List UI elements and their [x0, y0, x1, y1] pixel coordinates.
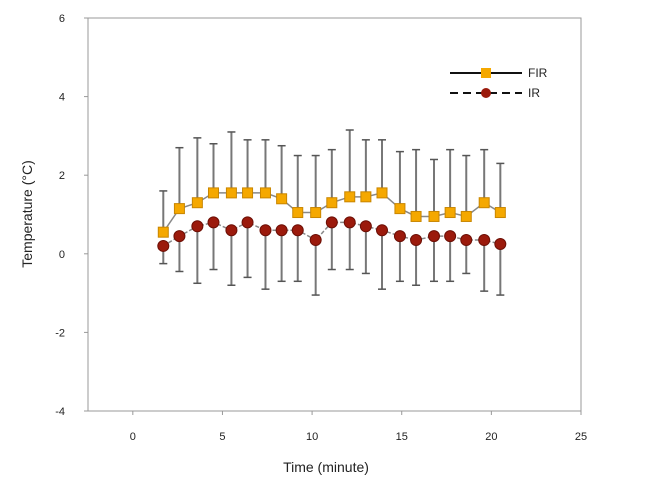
data-point-fir	[460, 210, 472, 222]
data-point-ir	[207, 216, 220, 229]
data-point-fir	[207, 187, 219, 199]
data-point-ir	[343, 216, 356, 229]
legend-label-ir: IR	[528, 86, 540, 100]
data-point-fir	[310, 207, 322, 219]
x-tick-label: 5	[219, 431, 225, 443]
plot-frame	[87, 17, 582, 412]
x-tick-label: 10	[306, 431, 318, 443]
data-point-ir	[275, 224, 288, 237]
data-point-ir	[393, 230, 406, 243]
data-point-ir	[410, 234, 423, 247]
legend-marker-fir	[481, 68, 491, 78]
legend-label-fir: FIR	[528, 66, 548, 80]
data-point-fir	[276, 193, 288, 205]
x-tick-label: 0	[130, 431, 136, 443]
legend-marker-ir	[481, 88, 491, 98]
data-point-ir	[241, 216, 254, 229]
data-point-fir	[344, 191, 356, 203]
data-point-fir	[376, 187, 388, 199]
data-point-ir	[225, 224, 238, 237]
data-point-ir	[309, 234, 322, 247]
y-tick-label: 4	[59, 92, 65, 104]
x-axis-label: Time (minute)	[283, 459, 369, 475]
y-tick-label: 6	[59, 13, 65, 25]
y-axis-label: Temperature (°C)	[19, 160, 35, 268]
data-point-fir	[444, 207, 456, 219]
data-point-ir	[259, 224, 272, 237]
data-point-fir	[173, 203, 185, 215]
data-point-ir	[173, 230, 186, 243]
data-point-ir	[325, 216, 338, 229]
data-point-ir	[494, 237, 507, 250]
data-point-fir	[326, 197, 338, 209]
data-point-fir	[225, 187, 237, 199]
y-tick-label: 0	[59, 249, 65, 261]
data-point-fir	[292, 207, 304, 219]
data-point-fir	[410, 210, 422, 222]
data-point-ir	[460, 234, 473, 247]
y-tick-label: 2	[59, 170, 65, 182]
data-point-fir	[394, 203, 406, 215]
data-point-fir	[428, 210, 440, 222]
data-point-ir	[157, 239, 170, 252]
data-point-fir	[242, 187, 254, 199]
data-point-ir	[291, 224, 304, 237]
x-tick-label: 15	[396, 431, 408, 443]
data-point-fir	[191, 197, 203, 209]
data-point-fir	[478, 197, 490, 209]
data-point-ir	[478, 234, 491, 247]
data-point-ir	[359, 220, 372, 233]
data-point-ir	[376, 224, 389, 237]
data-point-ir	[427, 230, 440, 243]
data-point-fir	[360, 191, 372, 203]
y-tick-label: -4	[55, 406, 65, 418]
data-point-fir	[494, 207, 506, 219]
data-point-ir	[444, 230, 457, 243]
data-point-ir	[191, 220, 204, 233]
data-point-fir	[259, 187, 271, 199]
x-tick-label: 25	[575, 431, 587, 443]
data-point-fir	[157, 226, 169, 238]
y-tick-label: -2	[55, 327, 65, 339]
x-tick-label: 20	[485, 431, 497, 443]
